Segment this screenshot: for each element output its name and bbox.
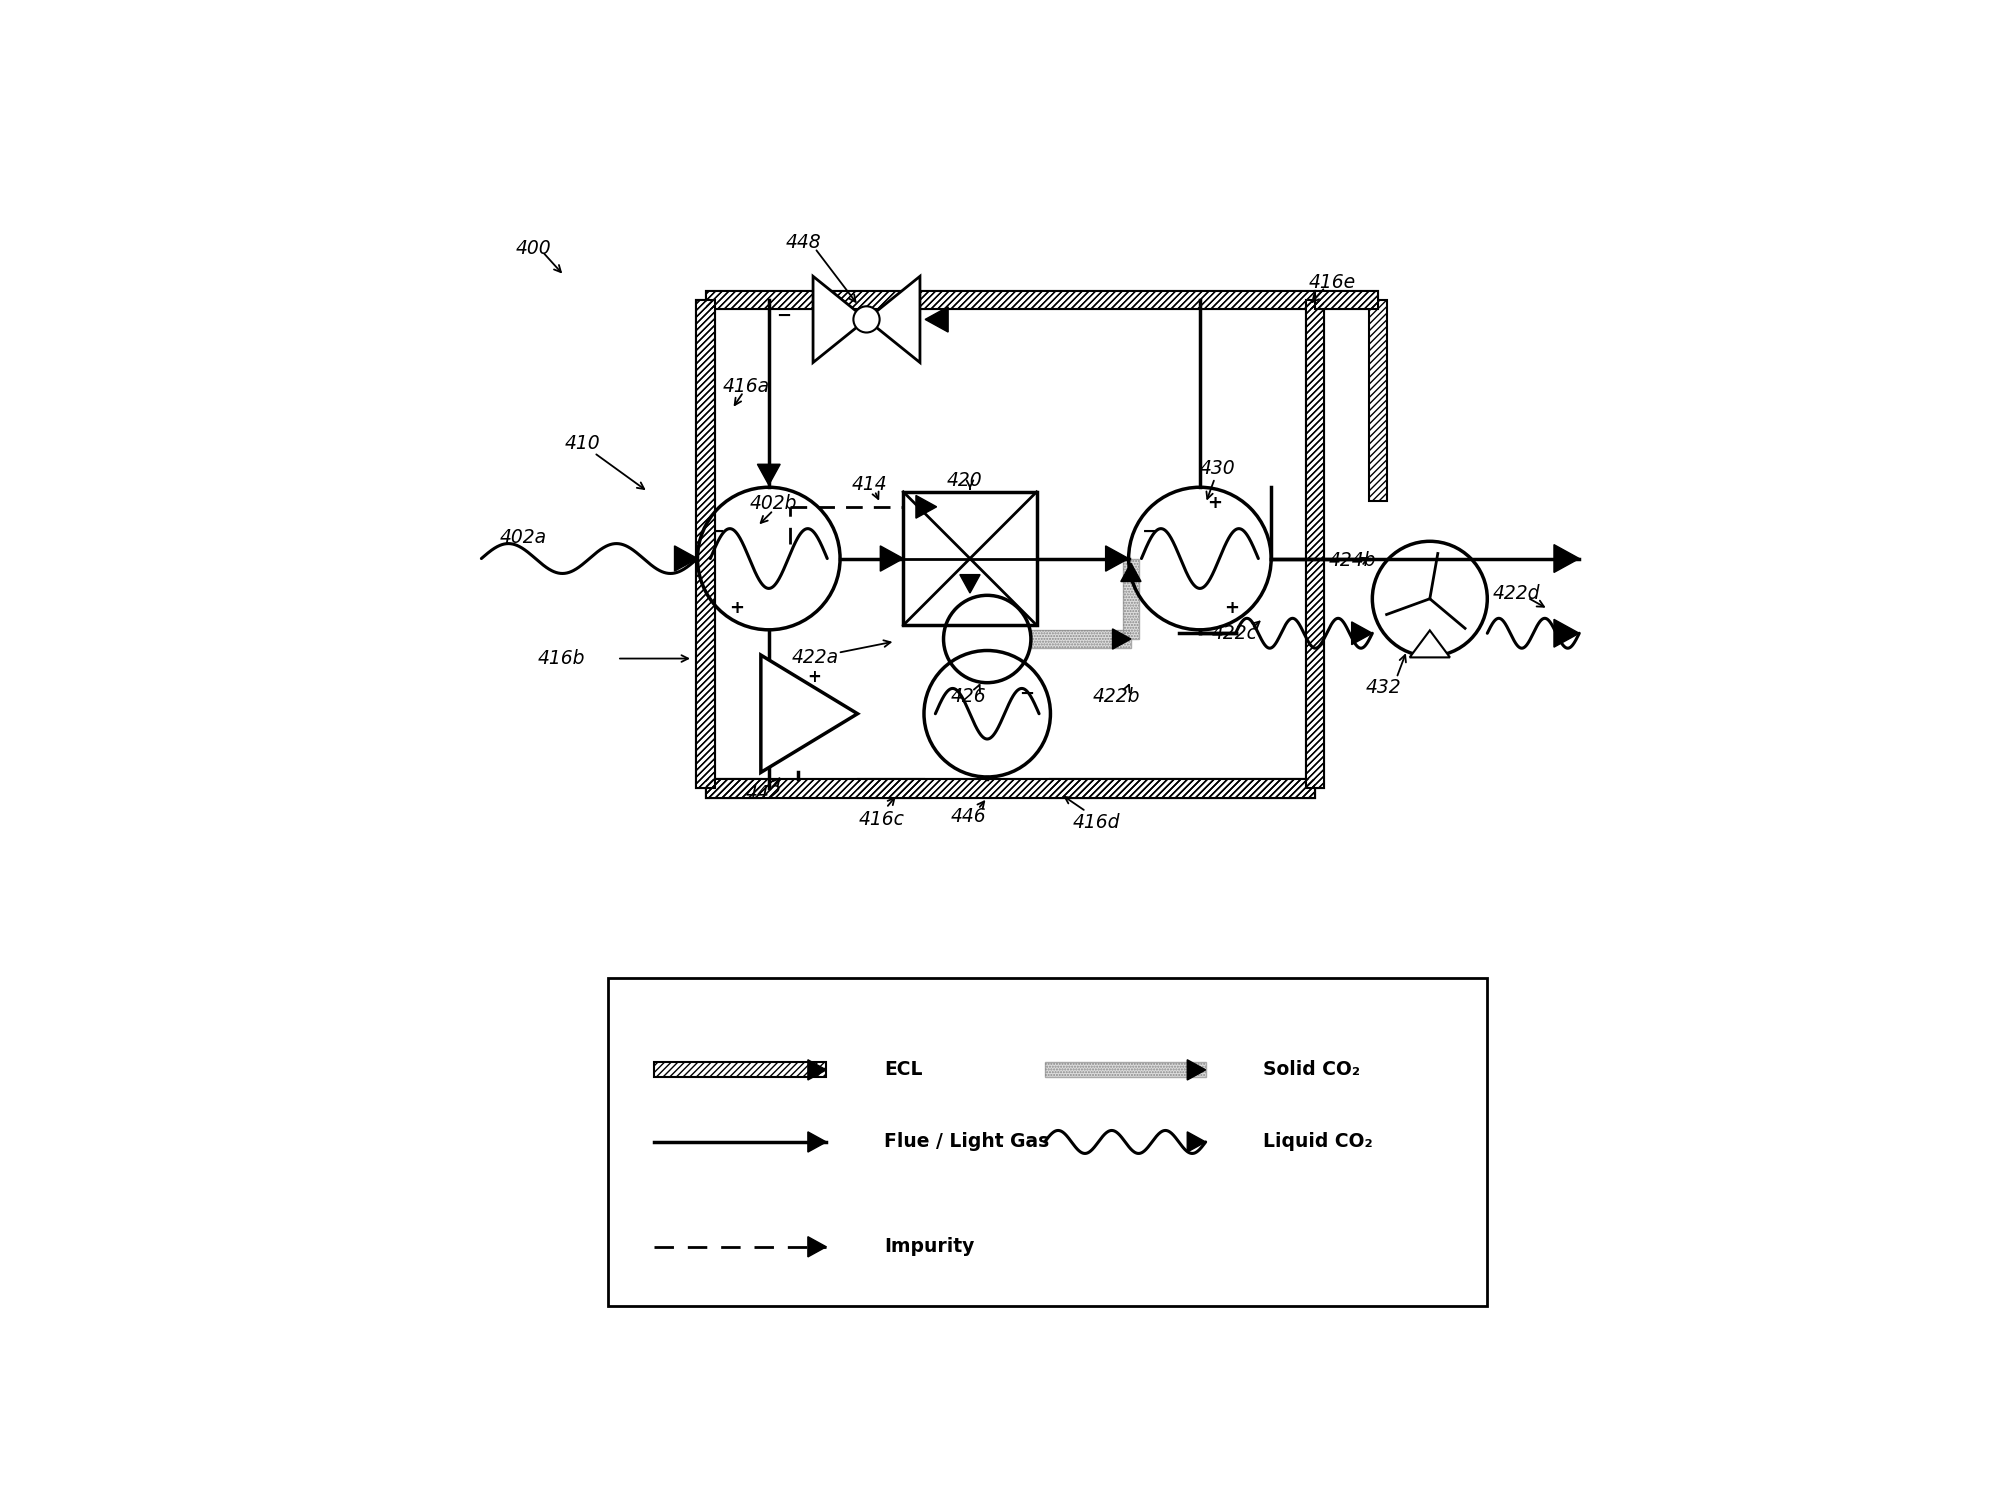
Polygon shape: [758, 464, 780, 485]
Text: 432: 432: [1367, 678, 1401, 697]
Text: 416e: 416e: [1308, 273, 1355, 293]
Text: 448: 448: [786, 233, 821, 252]
Bar: [1050, 779, 1314, 797]
Polygon shape: [675, 546, 698, 572]
Bar: [706, 779, 1314, 797]
Bar: [1123, 558, 1139, 639]
Bar: [706, 779, 1314, 797]
Text: 422a: 422a: [790, 648, 839, 667]
Bar: [706, 291, 1314, 309]
Text: +: +: [1208, 494, 1222, 512]
Text: 402a: 402a: [500, 529, 546, 548]
Text: 422b: 422b: [1093, 687, 1139, 706]
Bar: [706, 779, 760, 797]
Polygon shape: [925, 306, 948, 331]
Polygon shape: [808, 1060, 827, 1079]
Text: 402b: 402b: [750, 494, 796, 514]
Bar: [1314, 291, 1379, 309]
Text: 422c: 422c: [1212, 624, 1258, 643]
Polygon shape: [1351, 623, 1373, 645]
Text: +: +: [730, 599, 744, 618]
Polygon shape: [960, 575, 980, 593]
Text: Solid CO₂: Solid CO₂: [1264, 1060, 1361, 1079]
Bar: [706, 779, 1314, 797]
Text: 424b: 424b: [1329, 551, 1377, 570]
Bar: [1306, 300, 1325, 788]
Polygon shape: [867, 276, 919, 363]
Polygon shape: [808, 1132, 827, 1153]
Bar: [1314, 291, 1379, 309]
Bar: [1030, 630, 1131, 648]
Bar: [1369, 300, 1387, 502]
Text: 430: 430: [1200, 460, 1236, 478]
Bar: [1306, 300, 1325, 788]
Bar: [1314, 291, 1379, 309]
Text: 426: 426: [952, 687, 986, 706]
Bar: [903, 491, 1036, 626]
Bar: [706, 291, 1314, 309]
Polygon shape: [1113, 629, 1131, 649]
Bar: [1314, 291, 1379, 309]
Bar: [706, 779, 1314, 797]
Text: Flue / Light Gas: Flue / Light Gas: [883, 1133, 1048, 1151]
Text: ECL: ECL: [883, 1060, 921, 1079]
Bar: [1369, 300, 1387, 502]
Text: 416b: 416b: [538, 649, 585, 667]
Bar: [1044, 1063, 1206, 1078]
Bar: [706, 291, 1314, 309]
Polygon shape: [1121, 563, 1141, 582]
Bar: [696, 300, 716, 788]
Polygon shape: [812, 276, 867, 363]
Bar: [706, 291, 1314, 309]
Bar: [706, 779, 760, 797]
Text: 422d: 422d: [1492, 584, 1540, 603]
Text: +: +: [806, 667, 821, 687]
Bar: [1123, 558, 1139, 639]
Polygon shape: [1554, 545, 1579, 572]
Text: 400: 400: [516, 239, 550, 258]
Bar: [962, 596, 978, 626]
Polygon shape: [1554, 620, 1579, 646]
Text: 424a: 424a: [915, 602, 962, 621]
Text: −: −: [776, 308, 792, 325]
Text: Impurity: Impurity: [883, 1238, 974, 1256]
Text: 442: 442: [746, 784, 780, 803]
Polygon shape: [808, 1236, 827, 1257]
Bar: [857, 779, 923, 797]
Bar: [1306, 300, 1325, 788]
Polygon shape: [1187, 1132, 1206, 1153]
Text: 414: 414: [853, 475, 887, 494]
Text: 410: 410: [564, 434, 601, 452]
Bar: [696, 300, 716, 788]
Text: Liquid CO₂: Liquid CO₂: [1264, 1133, 1373, 1151]
Text: 420: 420: [946, 470, 982, 490]
Polygon shape: [1105, 546, 1129, 572]
Polygon shape: [1187, 1060, 1206, 1079]
Bar: [1306, 300, 1325, 788]
Bar: [696, 300, 716, 788]
Bar: [653, 1063, 827, 1078]
Bar: [653, 1063, 827, 1078]
Polygon shape: [881, 546, 903, 572]
Text: −: −: [1141, 523, 1157, 540]
Bar: [1050, 779, 1314, 797]
Text: 416a: 416a: [722, 376, 770, 396]
Bar: [1044, 1063, 1206, 1078]
Text: 416c: 416c: [859, 811, 905, 829]
Text: 416d: 416d: [1073, 814, 1121, 833]
Text: 446: 446: [952, 806, 986, 826]
Bar: [962, 596, 978, 626]
Polygon shape: [915, 496, 937, 518]
Polygon shape: [1409, 630, 1450, 657]
Circle shape: [853, 306, 879, 333]
Bar: [609, 978, 1488, 1306]
Bar: [1030, 630, 1131, 648]
Text: −: −: [1018, 684, 1034, 703]
Polygon shape: [760, 655, 857, 772]
Bar: [696, 300, 716, 788]
Bar: [857, 779, 923, 797]
Text: +: +: [1224, 599, 1240, 618]
Text: −: −: [710, 523, 726, 540]
